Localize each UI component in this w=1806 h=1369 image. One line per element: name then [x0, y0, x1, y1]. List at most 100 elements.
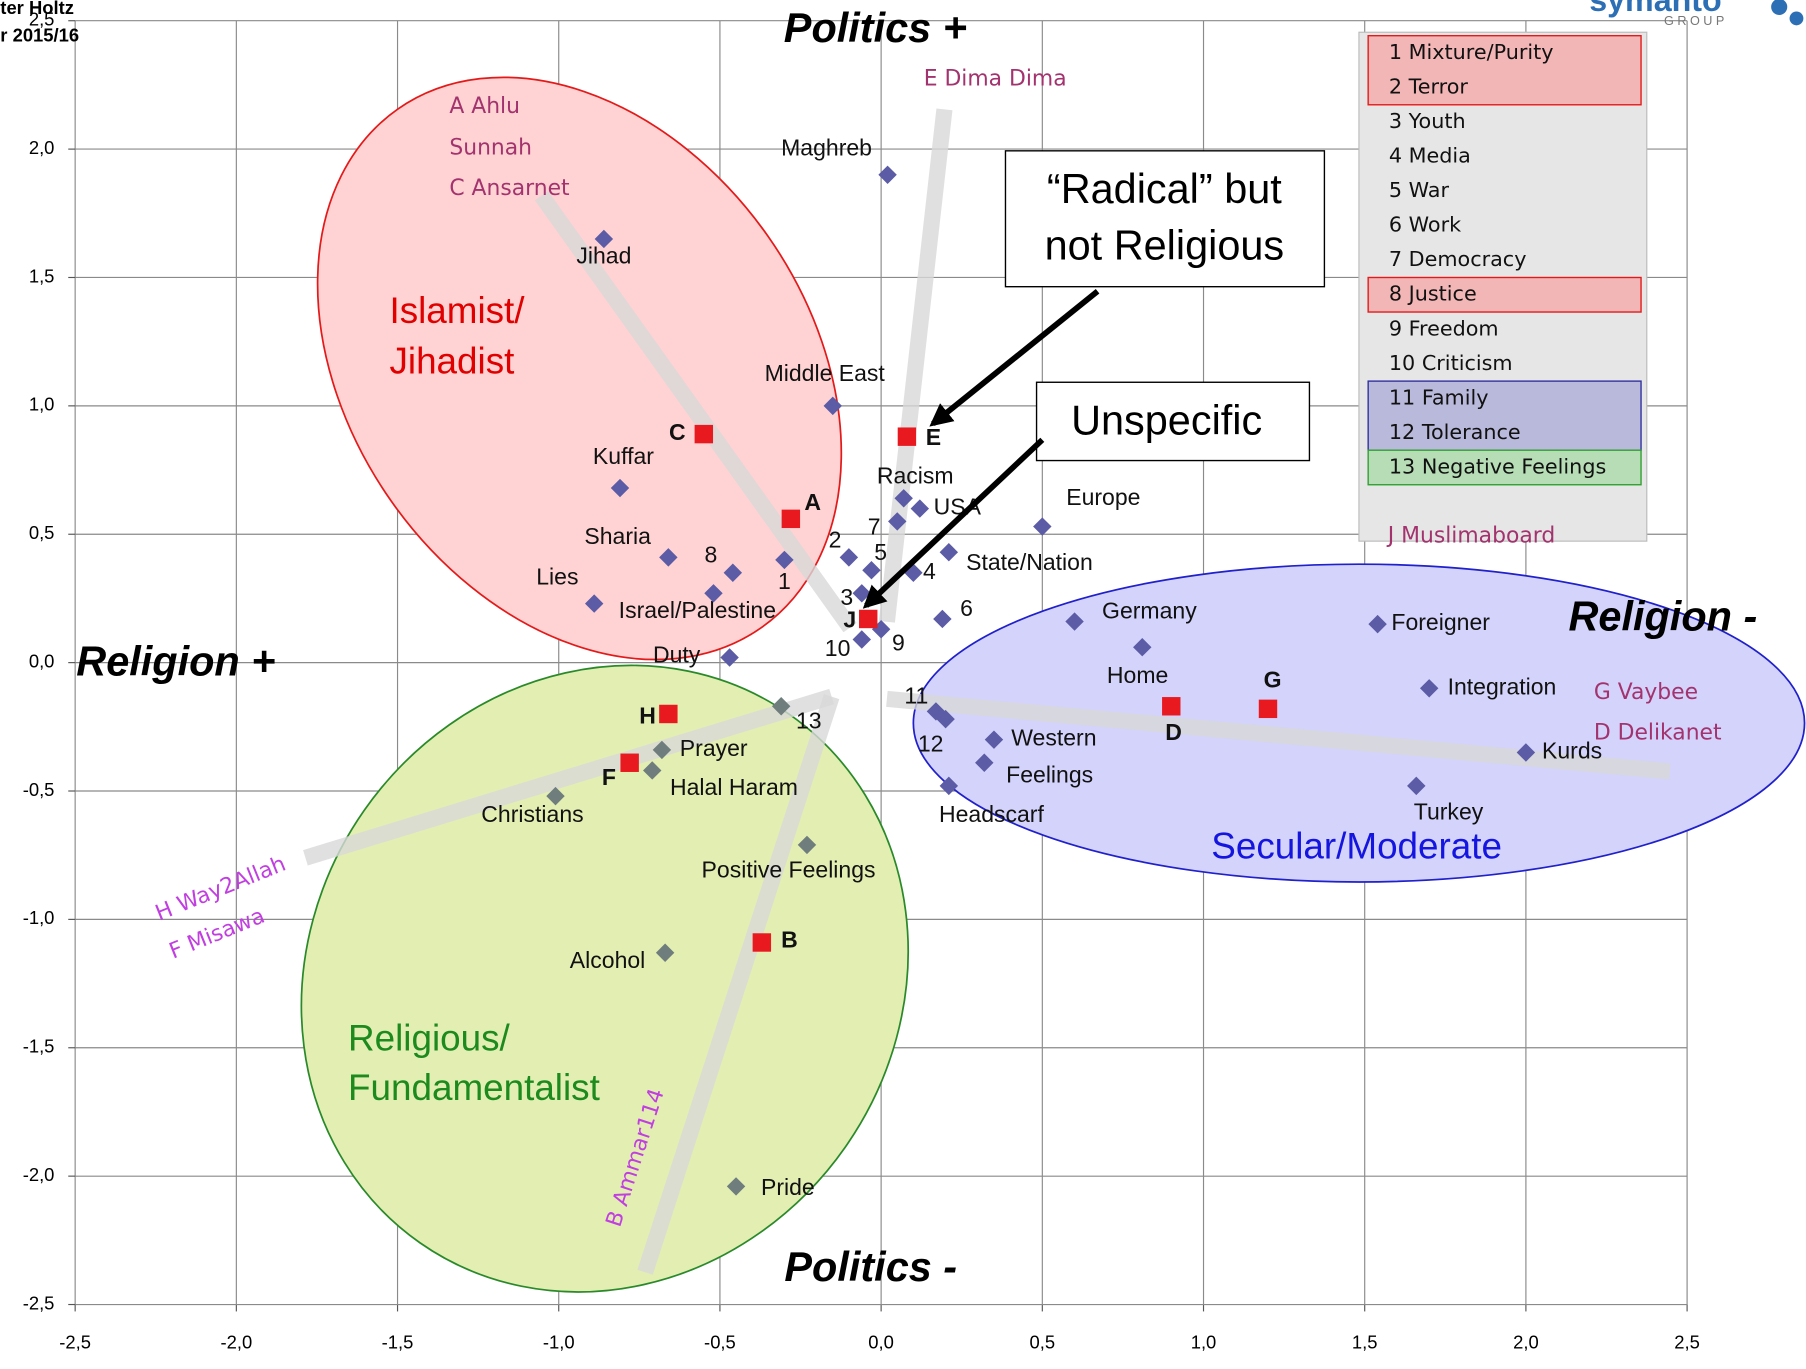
- point-label: 2: [829, 526, 842, 552]
- x-tick-label: 0,0: [868, 1332, 894, 1353]
- forum-label: Sunnah: [449, 136, 532, 161]
- legend-footer: J Muslimaboard: [1386, 524, 1555, 549]
- point: [655, 943, 675, 962]
- point: [694, 424, 714, 444]
- y-tick-label: 2,0: [29, 137, 55, 158]
- point: [1516, 743, 1536, 762]
- legend-label: 3 Youth: [1389, 109, 1466, 133]
- legend-label: 9 Freedom: [1389, 316, 1499, 340]
- point-label: State/Nation: [966, 549, 1093, 575]
- point-label: D: [1165, 719, 1182, 745]
- point: [775, 550, 794, 570]
- point-label: Prayer: [680, 735, 748, 761]
- point-label: 7: [868, 513, 881, 539]
- point: [939, 543, 959, 562]
- legend-label: 1 Mixture/Purity: [1389, 40, 1554, 64]
- legend-label: 5 War: [1389, 178, 1450, 202]
- point-label: 11: [904, 683, 928, 709]
- cluster-label: Secular/Moderate: [1211, 825, 1502, 866]
- author: r 2015/16: [0, 25, 79, 46]
- author: ter Holtz: [0, 0, 74, 18]
- x-tick-label: -0,5: [704, 1332, 736, 1353]
- trend-line: [303, 688, 834, 866]
- point: [594, 229, 614, 249]
- point-label: 13: [796, 707, 822, 733]
- point: [933, 609, 952, 629]
- y-tick-label: -2,5: [23, 1292, 55, 1313]
- point-label: H: [639, 703, 656, 729]
- point: [726, 1177, 746, 1196]
- x-tick-label: -2,0: [220, 1332, 252, 1353]
- point: [910, 499, 930, 518]
- point-label: C: [669, 419, 686, 445]
- forum-label: C Ansarnet: [449, 176, 570, 201]
- trend-line: [637, 694, 840, 1275]
- point-label: Halal Haram: [670, 774, 798, 800]
- legend-label: 12 Tolerance: [1389, 420, 1521, 444]
- point-label: Christians: [481, 801, 583, 827]
- axis-title: Politics +: [784, 4, 967, 51]
- point: [859, 609, 878, 629]
- x-tick-label: 2,5: [1674, 1332, 1700, 1353]
- point: [975, 753, 994, 772]
- callout-arrow: [862, 437, 1045, 609]
- trend-line: [878, 108, 953, 623]
- y-tick-label: -2,0: [23, 1164, 55, 1185]
- x-tick-label: -1,0: [543, 1332, 575, 1353]
- forum-label: G Vaybee: [1594, 680, 1698, 705]
- legend-label: 10 Criticism: [1389, 351, 1513, 375]
- point-label: Headscarf: [939, 801, 1045, 827]
- point: [620, 753, 639, 772]
- point-label: 1: [778, 568, 791, 594]
- legend-label: 11 Family: [1389, 385, 1489, 409]
- x-tick-label: -1,5: [382, 1332, 414, 1353]
- point-label: Sharia: [584, 523, 651, 549]
- y-tick-label: 2,5: [29, 9, 55, 30]
- point: [752, 933, 772, 952]
- trend-line: [534, 191, 857, 633]
- callout-text: not Religious: [1045, 222, 1285, 269]
- forum-label: D Delikanet: [1594, 720, 1722, 745]
- forum-label: A Ahlu: [449, 94, 520, 119]
- forum-label: E Dima Dima: [924, 66, 1067, 91]
- point: [652, 740, 672, 760]
- point-label: Kuffar: [593, 443, 654, 469]
- point: [610, 478, 630, 498]
- point-label: Duty: [653, 641, 701, 667]
- point-label: Home: [1107, 662, 1168, 688]
- legend-highlight: [1367, 276, 1642, 313]
- point-label: J: [843, 606, 856, 632]
- legend-label: 4 Media: [1389, 144, 1471, 168]
- logo-sub: GROUP: [1664, 14, 1728, 28]
- callout-box: [1004, 150, 1326, 288]
- point-label: Racism: [877, 463, 954, 489]
- point-label: 10: [825, 635, 851, 661]
- legend-highlight: [1367, 35, 1642, 106]
- legend-label: 6 Work: [1389, 213, 1461, 237]
- point: [852, 630, 871, 649]
- point: [1033, 517, 1052, 536]
- x-tick-label: 1,5: [1352, 1332, 1378, 1353]
- point: [659, 548, 678, 567]
- legend-label: 2 Terror: [1389, 75, 1469, 99]
- cluster-label: Islamist/: [389, 290, 525, 331]
- logo-text: symanto: [1589, 0, 1722, 18]
- cluster-label: Religious/: [348, 1018, 510, 1059]
- point-label: 6: [960, 595, 973, 621]
- point-label: Europe: [1066, 484, 1140, 510]
- point: [723, 563, 743, 582]
- y-tick-label: -1,5: [23, 1036, 55, 1057]
- legend: 1 Mixture/Purity 2 Terror 3 Youth 4 Media 5 …: [1367, 35, 1642, 486]
- point-label: F: [602, 764, 616, 790]
- point: [781, 509, 801, 529]
- point: [888, 512, 907, 531]
- point-label: Lies: [536, 563, 578, 589]
- point: [839, 548, 859, 567]
- y-tick-label: 0,0: [29, 650, 55, 671]
- callout-box: [1035, 381, 1311, 462]
- point: [720, 648, 739, 667]
- point-label: Germany: [1102, 597, 1197, 623]
- point: [878, 165, 897, 184]
